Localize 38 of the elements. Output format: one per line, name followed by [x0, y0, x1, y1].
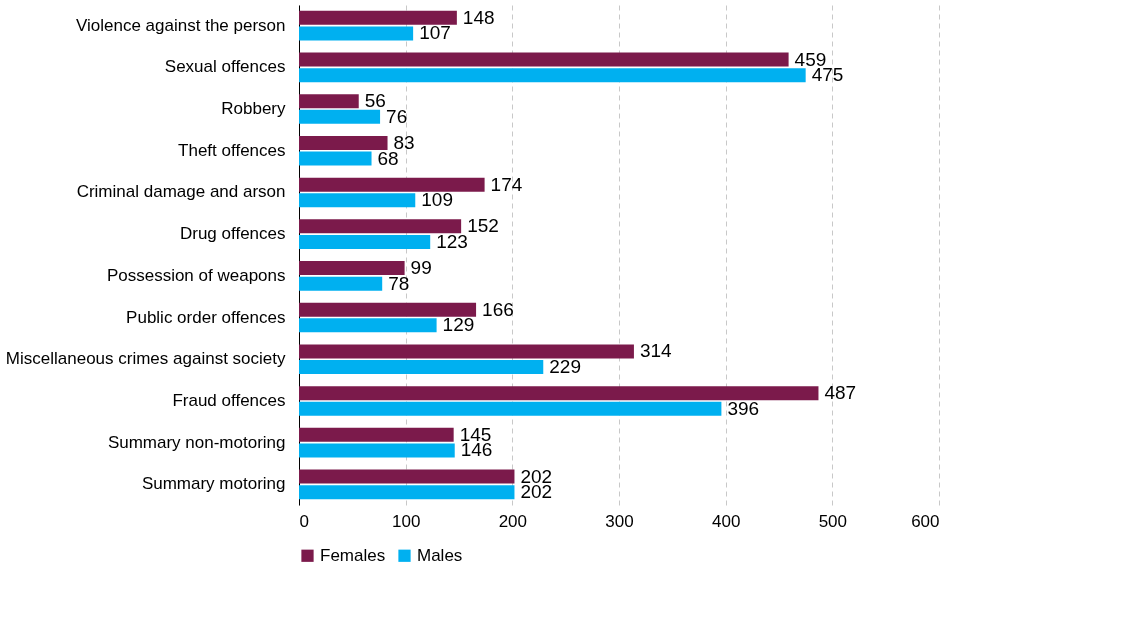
- y-tick-label: Robbery: [221, 99, 286, 119]
- data-label: 174: [490, 173, 523, 195]
- x-tick-label: 500: [818, 511, 848, 531]
- data-label: 83: [393, 131, 415, 153]
- y-tick-label: Summary motoring: [141, 474, 286, 494]
- x-tick-label: 200: [498, 511, 528, 531]
- data-label: 152: [467, 215, 499, 237]
- x-tick-label: 300: [605, 511, 634, 531]
- legend-label: Females: [320, 545, 386, 565]
- data-label: 109: [421, 189, 453, 211]
- y-tick-label: Theft offences: [178, 140, 286, 160]
- data-label: 129: [442, 314, 475, 336]
- data-label: 99: [410, 257, 432, 279]
- x-tick-label: 100: [391, 511, 421, 531]
- data-label: 487: [824, 382, 857, 404]
- data-label: 396: [727, 397, 760, 419]
- data-label: 148: [462, 6, 495, 28]
- y-tick-label: Miscellaneous crimes against society: [5, 349, 286, 369]
- data-label: 107: [419, 22, 451, 44]
- y-tick-label: Violence against the person: [75, 15, 286, 35]
- x-tick-label: 600: [911, 511, 940, 531]
- y-tick-label: Sexual offences: [164, 57, 286, 77]
- data-label: 78: [388, 272, 410, 294]
- y-tick-label: Drug offences: [179, 224, 286, 244]
- data-label: 166: [482, 298, 514, 320]
- data-label: 76: [386, 105, 408, 127]
- y-tick-label: Summary non-motoring: [107, 432, 286, 452]
- y-tick-label: Public order offences: [126, 307, 286, 327]
- data-label: 314: [639, 340, 673, 362]
- data-label: 229: [549, 356, 581, 378]
- x-tick-label: 400: [711, 511, 741, 531]
- x-tick-label: 0: [299, 511, 309, 531]
- data-label: 56: [364, 90, 386, 112]
- y-tick-label: Criminal damage and arson: [76, 182, 286, 202]
- y-tick-label: Fraud offences: [172, 390, 286, 410]
- y-tick-label: Possession of weapons: [106, 265, 286, 285]
- data-label: 123: [436, 230, 468, 252]
- legend-label: Males: [417, 545, 463, 565]
